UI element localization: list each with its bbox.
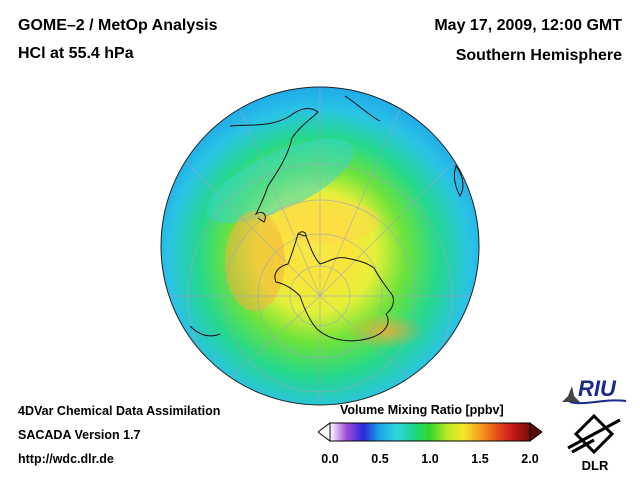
- africa-coast: [453, 164, 464, 198]
- colorbar-tick-label: 1.0: [421, 452, 439, 466]
- yellow-region: [270, 199, 380, 243]
- pacific-island: [189, 325, 221, 337]
- riu-logo: RIU: [562, 376, 627, 405]
- colorbar-tick-label: 0.5: [371, 452, 389, 466]
- riu-swoosh-icon: [569, 399, 627, 405]
- footer-url[interactable]: http://wdc.dlr.de: [18, 452, 114, 466]
- colorbar-tick-label: 2.0: [521, 452, 539, 466]
- dlr-logo-text: DLR: [582, 458, 609, 473]
- colorbar-gradient: [329, 422, 531, 442]
- orange-region-west: [225, 211, 285, 311]
- map-subtitle: HCl at 55.4 hPa: [18, 45, 134, 62]
- footer-version: SACADA Version 1.7: [18, 428, 141, 442]
- colorbar-low-arrow: [318, 422, 331, 442]
- map-region: Southern Hemisphere: [455, 47, 622, 64]
- dlr-emblem-icon: [567, 414, 621, 455]
- map-date: May 17, 2009, 12:00 GMT: [434, 17, 622, 34]
- mid-latitude-band: [206, 138, 354, 224]
- atlantic-coast: [344, 95, 381, 122]
- antarctica-coast: [274, 233, 394, 342]
- colorbar-label: Volume Mixing Ratio [ppbv]: [340, 403, 504, 417]
- riu-logo-text: RIU: [578, 376, 617, 401]
- colorbar-tick-label: 0.0: [321, 452, 339, 466]
- hemisphere-globe: [160, 86, 480, 406]
- coastlines: [189, 95, 464, 342]
- dlr-logo: DLR: [567, 414, 621, 473]
- colorbar-tick-label: 1.5: [471, 452, 489, 466]
- riu-tower-icon: [562, 386, 580, 402]
- colorbar-high-arrow: [529, 422, 542, 442]
- antarctic-peninsula: [297, 231, 307, 237]
- graticule: [161, 87, 479, 405]
- map-title: GOME–2 / MetOp Analysis: [18, 17, 218, 34]
- colorbar: [318, 422, 542, 442]
- south-america-coast: [229, 108, 319, 223]
- footer-assimilation: 4DVar Chemical Data Assimilation: [18, 404, 221, 418]
- globe-outline: [160, 86, 480, 406]
